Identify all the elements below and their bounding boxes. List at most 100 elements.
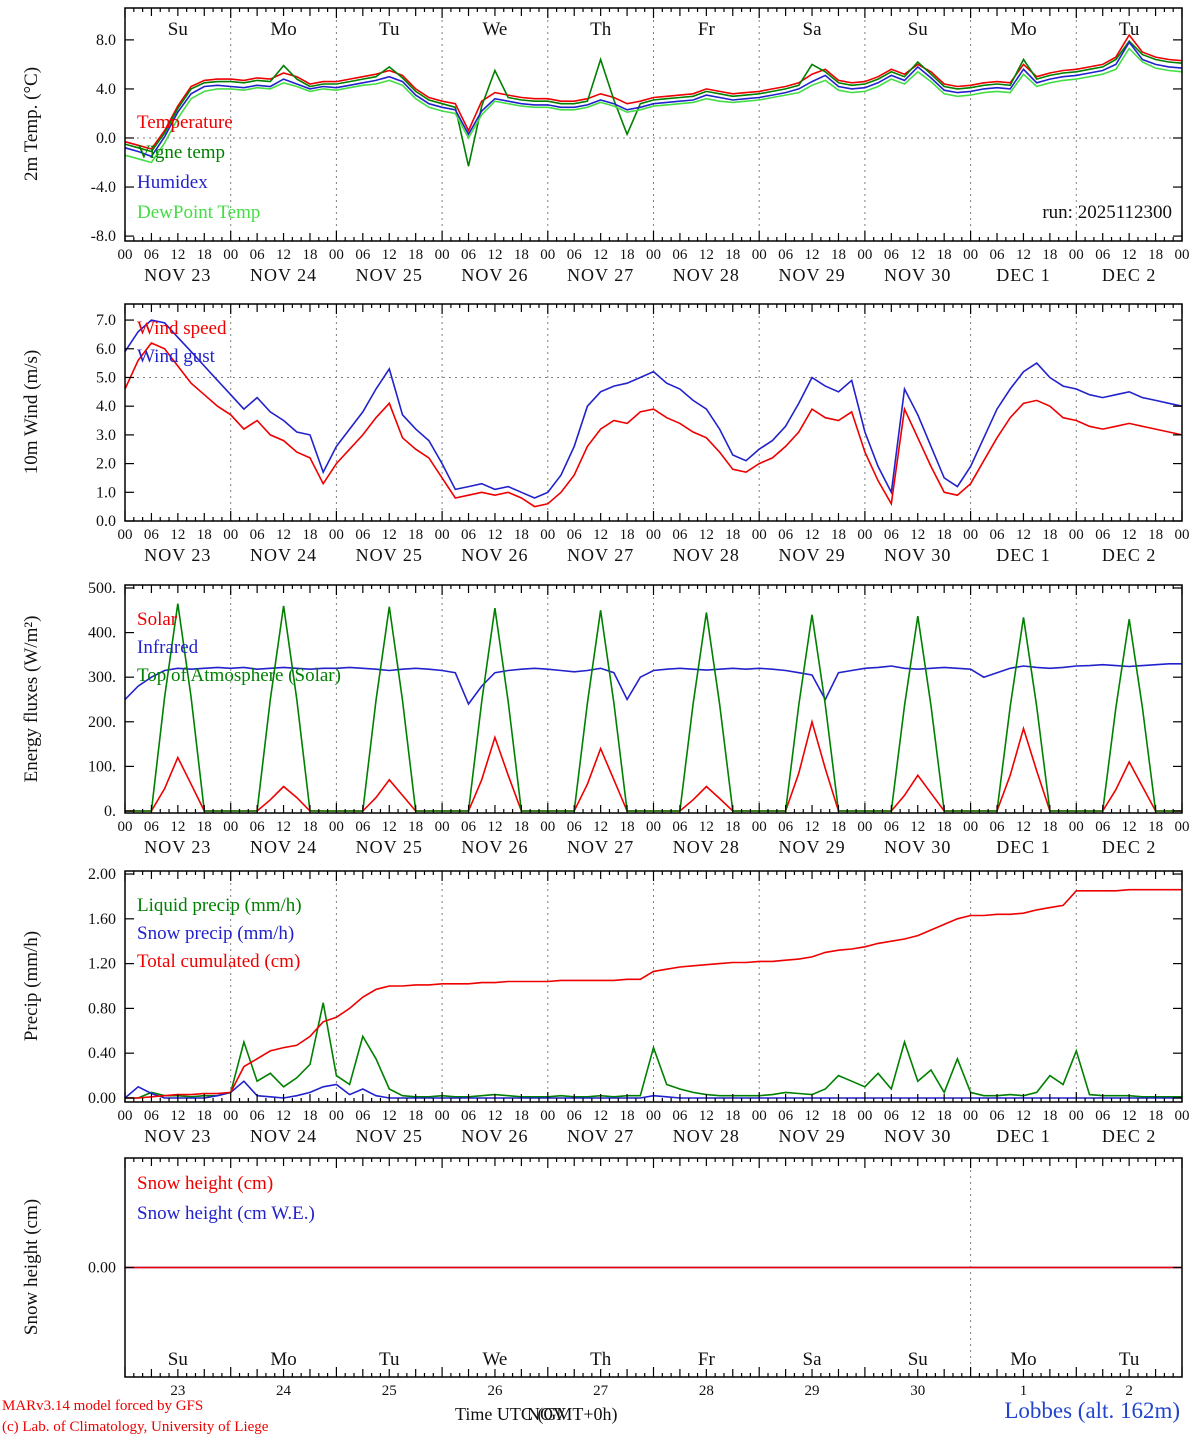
x-tick-label: 18: [937, 247, 952, 263]
x-tick-label: 18: [937, 819, 952, 835]
x-tick-label: 18: [408, 527, 423, 543]
x-tick-label: 06: [567, 527, 583, 543]
date-label: NOV 27: [567, 837, 634, 857]
x-tick-label: 00: [963, 247, 978, 263]
x-tick-label: 00: [223, 1108, 238, 1124]
date-label: NOV 26: [461, 837, 528, 857]
y-tick-label: 0.40: [88, 1045, 116, 1062]
date-label: NOV 23: [144, 1126, 211, 1146]
date-label: NOV 28: [673, 837, 740, 857]
x-tick-label: 06: [144, 247, 160, 263]
weekday-label: Su: [168, 1349, 189, 1370]
legend-total-cumulated: Total cumulated (cm): [137, 951, 301, 972]
x-tick-label: 18: [937, 527, 952, 543]
date-label: DEC 2: [1102, 545, 1157, 565]
x-tick-label: 12: [487, 247, 502, 263]
x-tick-label: 06: [355, 819, 371, 835]
x-tick-label: 00: [435, 819, 450, 835]
x-tick-label: 00: [329, 247, 344, 263]
run-label: run: 2025112300: [1042, 202, 1172, 223]
x-tick-label: 00: [118, 527, 133, 543]
y-tick-label: 2.0: [96, 456, 116, 473]
date-label: NOV 29: [778, 837, 845, 857]
x-tick-label: 18: [725, 819, 740, 835]
x-tick-label: 00: [118, 247, 133, 263]
y-axis-title-temperature: 2m Temp. (°C): [21, 66, 42, 182]
x-tick-label: 06: [990, 247, 1006, 263]
y-axis-title-snow: Snow height (cm): [21, 1198, 42, 1336]
legend-snow-precip: Snow precip (mm/h): [137, 923, 295, 944]
date-label: NOV 26: [461, 265, 528, 285]
legend-toa-solar: Top of Atmosphere (Solar): [137, 665, 341, 686]
x-tick-label: 00: [329, 819, 344, 835]
date-label: NOV 30: [884, 837, 951, 857]
x-tick-label: 00: [1069, 819, 1084, 835]
x-tick-label: 00: [540, 819, 555, 835]
weekday-label: Fr: [698, 1349, 716, 1370]
day-number-label: 23: [170, 1383, 185, 1399]
x-tick-label: 18: [831, 1108, 846, 1124]
x-tick-label: 12: [276, 819, 291, 835]
x-tick-label: 00: [540, 527, 555, 543]
x-tick-label: 12: [593, 527, 608, 543]
x-tick-label: 06: [567, 819, 583, 835]
x-tick-label: 00: [540, 1108, 555, 1124]
x-tick-label: 00: [963, 527, 978, 543]
y-tick-label: -4.0: [91, 179, 116, 196]
weekday-label: Fr: [698, 19, 716, 40]
x-tick-label: 06: [250, 1108, 266, 1124]
x-tick-label: 18: [514, 247, 529, 263]
date-label: DEC 1: [996, 1126, 1051, 1146]
date-label: NOV 24: [250, 1126, 317, 1146]
x-tick-label: 00: [752, 527, 767, 543]
x-tick-label: 00: [118, 1108, 133, 1124]
x-tick-label: 18: [620, 527, 635, 543]
x-tick-label: 12: [170, 247, 185, 263]
x-tick-label: 06: [1095, 819, 1111, 835]
x-tick-label: 18: [831, 247, 846, 263]
x-tick-label: 18: [725, 527, 740, 543]
x-tick-label: 06: [778, 247, 794, 263]
x-tick-label: 12: [593, 1108, 608, 1124]
x-tick-label: 18: [408, 1108, 423, 1124]
y-tick-label: 6.0: [96, 341, 116, 358]
x-tick-label: 12: [276, 1108, 291, 1124]
x-tick-label: 12: [382, 819, 397, 835]
weekday-label: Su: [908, 1349, 929, 1370]
x-tick-label: 12: [276, 527, 291, 543]
x-tick-label: 18: [197, 819, 212, 835]
y-tick-label: 0.0: [96, 513, 116, 530]
x-tick-label: 06: [672, 247, 688, 263]
x-tick-label: 06: [461, 819, 477, 835]
y-tick-label: 1.60: [88, 911, 116, 928]
date-label: NOV 24: [250, 837, 317, 857]
x-tick-label: 12: [1016, 527, 1031, 543]
legend-wind-speed: Wind speed: [137, 318, 227, 339]
x-tick-label: 00: [857, 1108, 872, 1124]
x-tick-label: 12: [805, 247, 820, 263]
day-number-label: 2: [1125, 1383, 1133, 1399]
x-tick-label: 00: [1175, 1108, 1190, 1124]
date-label: DEC 1: [996, 837, 1051, 857]
x-tick-label: 06: [990, 819, 1006, 835]
y-tick-label: 500.: [88, 580, 116, 597]
x-tick-label: 12: [1122, 247, 1137, 263]
x-tick-label: 18: [620, 247, 635, 263]
x-tick-label: 18: [1148, 1108, 1163, 1124]
weekday-label: Tu: [379, 1349, 400, 1370]
y-tick-label: 5.0: [96, 369, 116, 386]
x-tick-label: 06: [355, 527, 371, 543]
station-label: Lobbes (alt. 162m): [1004, 1398, 1180, 1423]
x-tick-label: 12: [593, 247, 608, 263]
x-tick-label: 18: [302, 1108, 317, 1124]
x-tick-label: 00: [1069, 527, 1084, 543]
x-tick-label: 06: [672, 1108, 688, 1124]
x-tick-label: 06: [884, 819, 900, 835]
x-tick-label: 06: [461, 527, 477, 543]
x-tick-label: 06: [778, 1108, 794, 1124]
date-label: NOV 26: [461, 1126, 528, 1146]
date-label: NOV 30: [884, 265, 951, 285]
series-infrared: [124, 662, 1182, 706]
x-tick-label: 00: [646, 247, 661, 263]
x-tick-label: 18: [408, 247, 423, 263]
